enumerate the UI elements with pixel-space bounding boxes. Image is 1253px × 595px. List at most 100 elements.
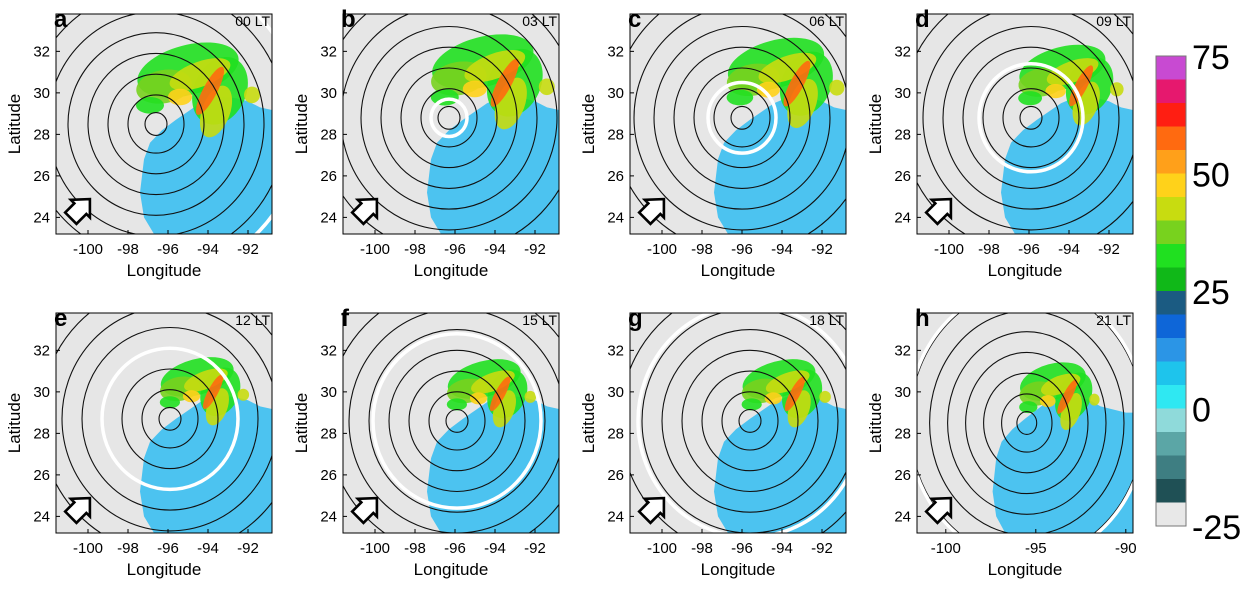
y-tick-label: 26 (894, 467, 911, 484)
colorbar-tick-label: -25 (1192, 509, 1241, 547)
x-tick-label: -92 (811, 241, 833, 258)
x-tick-label: -96 (444, 241, 466, 258)
time-label: 18 LT (809, 312, 844, 328)
y-axis-label: Latitude (5, 393, 24, 454)
y-tick-label: 32 (894, 342, 911, 359)
axes-frame (342, 312, 560, 534)
time-label: 06 LT (809, 13, 844, 29)
y-tick-label: 28 (894, 126, 911, 143)
colorbar-tick-label: 50 (1192, 157, 1230, 195)
panel-f: -100 -98 -96 -94 -92 24 26 28 30 32 Longitude Latit… (292, 305, 560, 579)
range-ring (673, 46, 811, 189)
axes-frame (629, 312, 847, 534)
y-axis-label: Latitude (579, 393, 598, 454)
range-ring (408, 370, 506, 472)
colorbar-band (1156, 126, 1186, 150)
y-tick-label: 30 (320, 384, 337, 401)
x-axis-label: Longitude (414, 261, 489, 280)
y-tick-label: 26 (320, 467, 337, 484)
colorbar-band (1156, 267, 1186, 291)
rain-cell (471, 370, 515, 394)
colorbar-band (1156, 103, 1186, 127)
x-tick-label: -98 (978, 241, 1000, 258)
x-axis-label: Longitude (127, 560, 202, 579)
rain-cell (741, 398, 762, 411)
colorbar-frame (1155, 55, 1187, 527)
panel-letter: h (915, 305, 930, 332)
x-tick-label: -96 (157, 241, 179, 258)
gulf-ocean (714, 97, 846, 234)
range-ring (947, 331, 1107, 515)
y-tick-label: 32 (607, 43, 624, 60)
rain-cell (1046, 58, 1099, 86)
colorbar-band (1156, 56, 1186, 80)
x-tick-label: -94 (197, 540, 219, 557)
x-tick-label: -100 (647, 241, 677, 258)
wind-direction-arrow-icon (350, 496, 379, 525)
rain-cell (764, 392, 782, 405)
colorbar-tick-label: 75 (1192, 39, 1230, 77)
x-tick-label: -96 (1018, 241, 1040, 258)
rain-cell (489, 376, 511, 412)
x-tick-label: -95 (1025, 540, 1047, 557)
rain-cell (136, 97, 164, 114)
x-tick-label: -94 (1058, 241, 1080, 258)
x-tick-label: -100 (647, 540, 677, 557)
range-ring (633, 14, 846, 231)
axes-frame (916, 312, 1134, 534)
y-tick-label: 24 (33, 508, 50, 525)
time-label: 15 LT (522, 312, 557, 328)
y-tick-label: 24 (320, 209, 337, 226)
y-tick-label: 32 (33, 43, 50, 60)
x-tick-label: -98 (117, 540, 139, 557)
panel-b: -100 -98 -96 -94 -92 24 26 28 30 32 Longitude Latit… (292, 6, 560, 280)
range-ring (343, 14, 558, 231)
y-axis-label: Latitude (866, 393, 885, 454)
panel-letter: a (54, 6, 68, 33)
panel-letter: d (915, 6, 930, 33)
rain-cell (490, 58, 519, 107)
range-ring (121, 368, 219, 470)
reflectivity-field (741, 359, 831, 428)
x-axis-label: Longitude (701, 261, 776, 280)
rain-cell (237, 388, 250, 401)
rain-cell (169, 58, 231, 91)
range-ring (428, 391, 486, 451)
y-axis-label: Latitude (5, 94, 24, 155)
range-ring (965, 351, 1089, 495)
rain-cell (819, 390, 831, 403)
range-ring (107, 73, 205, 175)
range-ring (922, 14, 1133, 231)
panel-letter: e (54, 305, 67, 332)
x-tick-label: -94 (484, 241, 506, 258)
range-ring (380, 46, 518, 189)
y-tick-label: 28 (607, 425, 624, 442)
x-axis-label: Longitude (988, 261, 1063, 280)
range-ring (127, 94, 185, 154)
panel-h: -100 -95 -90 24 26 28 30 32 Longitude Latitude h 21… (866, 305, 1137, 579)
y-tick-label: 30 (894, 85, 911, 102)
wind-direction-arrow-icon (637, 496, 666, 525)
panel-letter: c (628, 6, 641, 33)
y-tick-label: 30 (607, 85, 624, 102)
gulf-ocean (140, 97, 272, 234)
y-tick-label: 26 (894, 168, 911, 185)
x-tick-label: -98 (404, 241, 426, 258)
reflectivity-field (1018, 44, 1124, 126)
colorbar-band (1156, 150, 1186, 174)
x-tick-label: -94 (771, 241, 793, 258)
colorbar-tick-label: 0 (1192, 392, 1211, 430)
plot-area (56, 14, 272, 234)
range-ring (983, 372, 1071, 474)
range-ring (360, 25, 538, 210)
reflectivity-field (726, 37, 845, 128)
wind-direction-arrow-icon (924, 496, 953, 525)
gulf-ocean (427, 396, 559, 533)
colorbar-band (1156, 408, 1186, 432)
x-tick-label: -100 (73, 540, 103, 557)
panel-letter: b (341, 6, 356, 33)
axes-frame (342, 13, 560, 235)
x-tick-label: -92 (524, 540, 546, 557)
y-tick-label: 30 (607, 384, 624, 401)
time-label: 21 LT (1096, 312, 1131, 328)
